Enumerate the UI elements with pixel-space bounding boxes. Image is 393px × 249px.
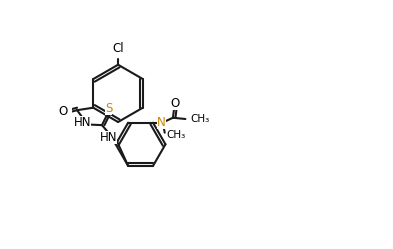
Text: O: O [59, 105, 68, 118]
Text: O: O [171, 97, 180, 110]
Text: HN: HN [74, 116, 91, 129]
Text: CH₃: CH₃ [166, 130, 185, 140]
Text: HN: HN [100, 131, 117, 144]
Text: S: S [105, 102, 112, 115]
Text: CH₃: CH₃ [191, 114, 210, 124]
Text: Cl: Cl [112, 42, 124, 55]
Text: N: N [157, 116, 166, 129]
